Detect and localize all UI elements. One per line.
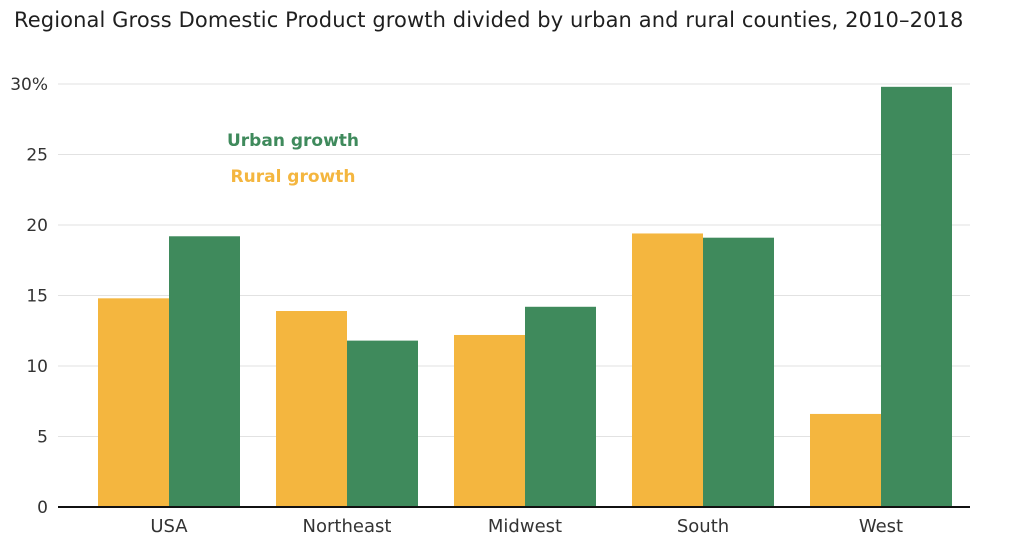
bar-west-urban <box>881 86 952 507</box>
bar-usa-urban <box>169 236 240 507</box>
legend-urban-growth: Urban growth <box>227 131 359 151</box>
y-tick-label: 5 <box>37 428 48 448</box>
x-axis-ticks: USA Northeast Midwest South West <box>150 516 903 537</box>
y-tick-label: 15 <box>26 287 48 307</box>
y-tick-label: 20 <box>26 216 48 236</box>
bar-south-urban <box>703 237 774 507</box>
bars <box>98 86 952 507</box>
x-tick-label: Northeast <box>303 516 392 537</box>
x-tick-label: South <box>677 516 729 537</box>
y-tick-label: 30% <box>10 75 48 95</box>
legend-rural-growth: Rural growth <box>231 167 356 187</box>
bar-west-rural <box>810 413 881 507</box>
bar-midwest-rural <box>454 334 525 507</box>
y-tick-label: 0 <box>37 498 48 518</box>
x-tick-label: USA <box>150 516 188 537</box>
chart-title: Regional Gross Domestic Product growth d… <box>14 8 964 32</box>
legend: Urban growth Rural growth <box>227 131 359 187</box>
x-tick-label: West <box>859 516 903 537</box>
x-tick-label: Midwest <box>488 516 562 537</box>
bar-northeast-urban <box>347 340 418 507</box>
bar-midwest-urban <box>525 306 596 507</box>
bar-usa-rural <box>98 298 169 507</box>
y-tick-label: 25 <box>26 146 48 166</box>
bar-northeast-rural <box>276 311 347 507</box>
bar-south-rural <box>632 233 703 507</box>
y-tick-label: 10 <box>26 357 48 377</box>
y-axis-ticks: 0 5 10 15 20 25 30% <box>10 75 48 518</box>
